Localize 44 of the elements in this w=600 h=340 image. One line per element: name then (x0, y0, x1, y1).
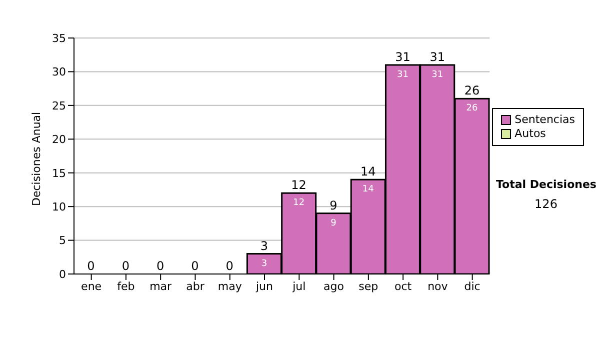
data-label: 31 (432, 70, 444, 80)
x-tick-label: dic (464, 280, 480, 293)
total-label: 26 (464, 84, 480, 98)
y-tick-label: 0 (59, 268, 66, 281)
total-label: 31 (430, 50, 446, 64)
text: Total Decisiones (496, 178, 596, 191)
total-label: 9 (330, 198, 338, 212)
x-tick-label: ene (81, 280, 102, 293)
total-label: 31 (395, 50, 410, 64)
y-tick-label: 25 (52, 99, 66, 112)
total-label: 0 (87, 259, 95, 273)
total-label: 3 (260, 238, 268, 253)
x-tick-label: abr (186, 280, 205, 293)
y-tick-label: 20 (52, 133, 66, 146)
data-label: 26 (466, 104, 478, 114)
total-label: 0 (191, 259, 199, 273)
data-label: 12 (293, 198, 305, 208)
x-tick-label: jul (292, 280, 306, 293)
total-label: 14 (360, 164, 376, 179)
x-tick-label: nov (428, 280, 448, 293)
total-label: 12 (291, 178, 306, 192)
x-tick-label: may (218, 280, 242, 293)
text: 126 (534, 197, 558, 211)
y-tick-label: 30 (52, 66, 66, 79)
legend-label: Sentencias (514, 113, 575, 127)
legend-label: Autos (514, 127, 546, 141)
data-label: 9 (330, 218, 337, 228)
x-tick-label: feb (117, 280, 135, 293)
y-tick-label: 5 (59, 234, 66, 248)
total-label: 0 (156, 259, 164, 273)
x-tick-label: jun (255, 280, 274, 293)
total-label: 0 (122, 259, 130, 273)
x-tick-label: sep (358, 280, 378, 293)
data-label: 3 (261, 258, 268, 269)
total-label: 0 (226, 259, 234, 273)
y-tick-label: 15 (52, 166, 66, 180)
y-tick-label: 10 (52, 200, 66, 214)
data-label: 14 (362, 184, 374, 195)
y-tick-label: 35 (52, 32, 66, 45)
y-axis-title: Decisiones Anual (30, 112, 43, 206)
data-label: 31 (397, 70, 408, 80)
x-tick-label: oct (394, 280, 412, 293)
x-tick-label: mar (150, 280, 172, 293)
x-tick-label: ago (324, 280, 344, 293)
